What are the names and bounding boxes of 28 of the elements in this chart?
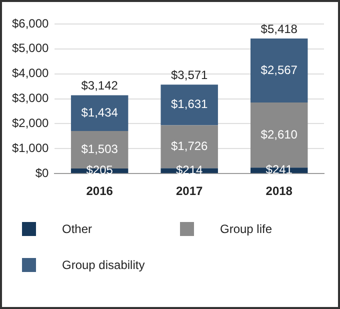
data-label: $2,610 — [260, 127, 298, 142]
x-tick-label: 2018 — [266, 184, 293, 198]
data-label: $205 — [86, 163, 114, 178]
x-tick-label: 2016 — [86, 184, 114, 198]
data-label: $1,726 — [171, 139, 208, 154]
y-tick-label: $0 — [35, 166, 50, 180]
y-tick-label: $6,000 — [12, 16, 50, 30]
total-label: $3,142 — [81, 78, 118, 93]
bar — [250, 38, 308, 103]
y-tick-label: $2,000 — [12, 116, 50, 130]
legend-label: Group life — [220, 222, 272, 236]
data-label: $1,631 — [171, 97, 208, 112]
data-label: $241 — [266, 162, 293, 177]
y-tick-label: $1,000 — [12, 140, 50, 155]
y-tick-label: $4,000 — [12, 66, 50, 80]
legend-label: Group disability — [62, 258, 145, 272]
data-label: $2,567 — [260, 62, 298, 77]
y-tick-label: $3,000 — [12, 91, 50, 106]
legend-label: Other — [62, 222, 92, 236]
y-tick-label: $5,000 — [12, 41, 50, 56]
bar — [70, 95, 128, 132]
data-label: $214 — [176, 162, 204, 177]
bar — [160, 84, 218, 126]
x-tick-label: 2017 — [176, 184, 204, 198]
total-label: $5,418 — [260, 22, 298, 36]
total-label: $3,571 — [171, 68, 208, 82]
data-label: $1,503 — [81, 142, 118, 156]
data-label: $1,434 — [81, 105, 118, 120]
